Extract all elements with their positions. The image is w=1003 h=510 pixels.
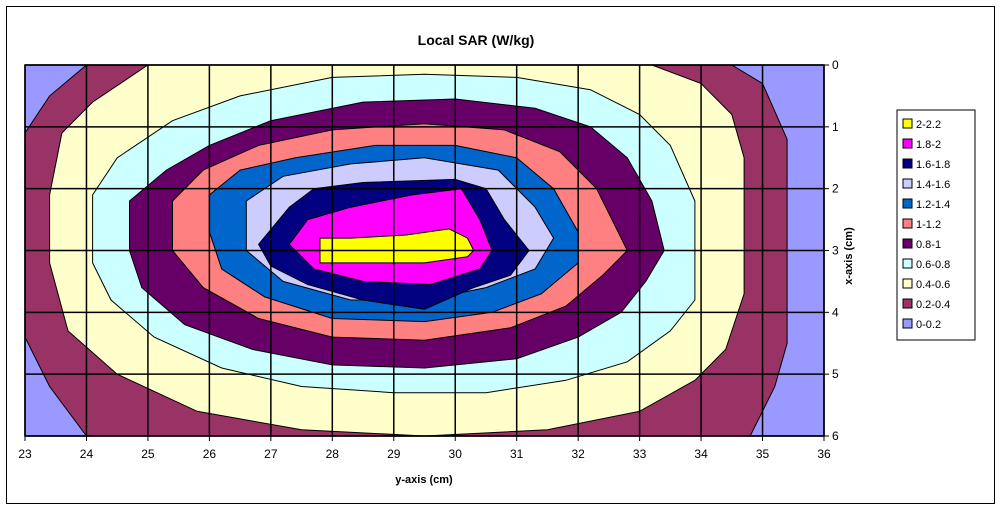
y-tick-label: 0 <box>832 58 839 72</box>
y-tick-label: 3 <box>832 244 839 258</box>
legend-swatch-2-2.2 <box>902 118 913 129</box>
y-tick-label: 1 <box>832 120 839 134</box>
y-tick-labels: 0 1 2 3 4 5 6 <box>824 58 839 443</box>
x-tick-label: 24 <box>80 447 94 461</box>
x-tick-label: 34 <box>694 447 708 461</box>
x-tick-label: 23 <box>18 447 32 461</box>
contour-chart: Local SAR (W/kg) 23 24 25 26 27 28 29 30 31 32 33 3… <box>18 32 976 486</box>
legend-swatch-0.6-0.8 <box>902 258 913 269</box>
legend-label-0.4-0.6: 0.4-0.6 <box>916 279 950 291</box>
legend-label-2-2.2: 2-2.2 <box>916 119 941 131</box>
legend-swatch-1.4-1.6 <box>902 178 913 189</box>
legend-label-1.6-1.8: 1.6-1.8 <box>916 159 950 171</box>
legend-label-0.2-0.4: 0.2-0.4 <box>916 299 950 311</box>
legend-swatch-0.2-0.4 <box>902 298 913 309</box>
x-tick-label: 26 <box>203 447 217 461</box>
legend-swatch-1-1.2 <box>902 218 913 229</box>
legend-label-0-0.2: 0-0.2 <box>916 319 941 331</box>
y-tick-label: 5 <box>832 367 839 381</box>
x-tick-label: 29 <box>387 447 401 461</box>
x-tick-label: 31 <box>510 447 524 461</box>
x-tick-labels: 23 24 25 26 27 28 29 30 31 32 33 34 35 36 <box>18 436 831 461</box>
chart-title: Local SAR (W/kg) <box>418 32 535 48</box>
x-tick-label: 33 <box>633 447 647 461</box>
x-tick-label: 28 <box>326 447 340 461</box>
legend-swatch-1.2-1.4 <box>902 198 913 209</box>
legend-swatch-1.6-1.8 <box>902 158 913 169</box>
x-tick-label: 30 <box>449 447 463 461</box>
legend-label-0.6-0.8: 0.6-0.8 <box>916 259 950 271</box>
legend-label-1.8-2: 1.8-2 <box>916 139 941 151</box>
legend-label-1-1.2: 1-1.2 <box>916 219 941 231</box>
legend: 2-2.2 1.8-2 1.6-1.8 1.4-1.6 1.2-1.4 1-1.2 0.8-… <box>896 109 976 341</box>
chart-area: Local SAR (W/kg) 23 24 25 26 27 28 29 30 31 32 33 3… <box>6 6 995 504</box>
x-tick-label: 25 <box>141 447 155 461</box>
x-tick-label: 27 <box>264 447 278 461</box>
y-axis-label: x-axis (cm) <box>843 227 855 285</box>
x-tick-label: 35 <box>756 447 770 461</box>
legend-swatch-0.4-0.6 <box>902 278 913 289</box>
legend-label-1.4-1.6: 1.4-1.6 <box>916 179 950 191</box>
legend-label-0.8-1: 0.8-1 <box>916 239 941 251</box>
legend-label-1.2-1.4: 1.2-1.4 <box>916 199 950 211</box>
y-tick-label: 4 <box>832 305 839 319</box>
x-tick-label: 32 <box>571 447 585 461</box>
legend-swatch-0-0.2 <box>902 318 913 329</box>
legend-swatch-0.8-1 <box>902 238 913 249</box>
y-tick-label: 6 <box>832 429 839 443</box>
x-axis-label: y-axis (cm) <box>395 474 453 486</box>
legend-swatch-1.8-2 <box>902 138 913 149</box>
y-tick-label: 2 <box>832 182 839 196</box>
x-tick-label: 36 <box>817 447 831 461</box>
